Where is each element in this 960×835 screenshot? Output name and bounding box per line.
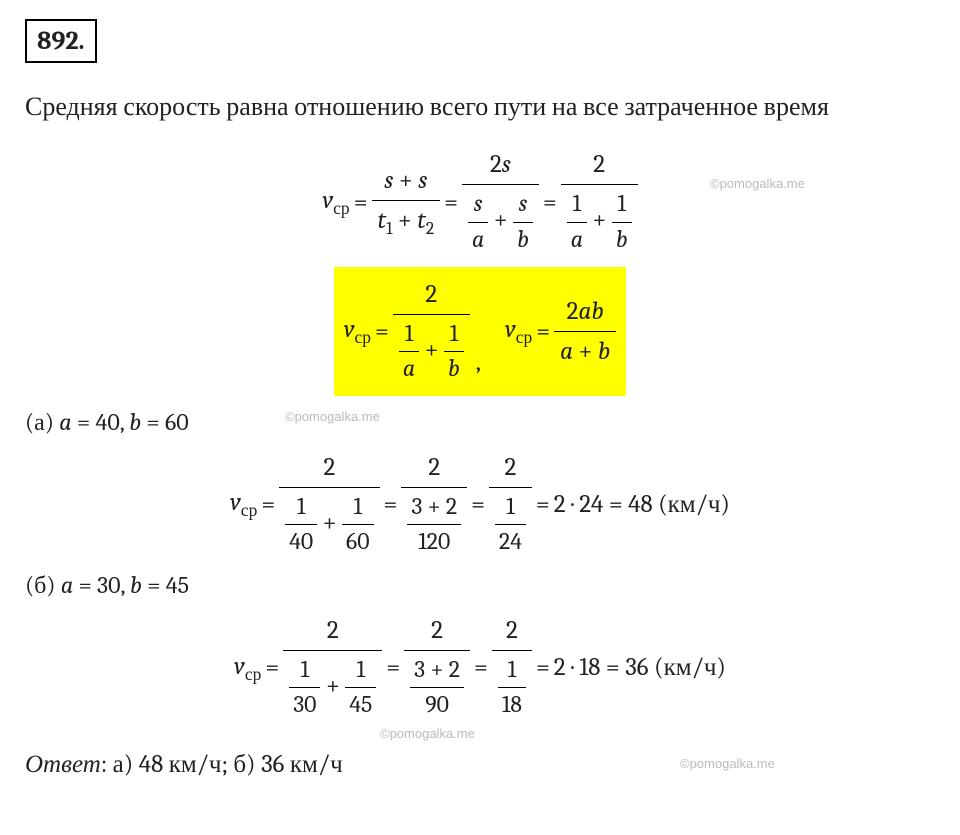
equals: = <box>543 185 557 220</box>
answer-line: Ответ: а) 48 км/ч; б) 36 км/ч <box>25 747 935 782</box>
watermark: ©pomogalka.me <box>680 755 775 773</box>
part-a-result: 2 · 24 = 48 (км/ч) <box>554 487 730 522</box>
watermark: ©pomogalka.me <box>380 725 475 743</box>
part-a-calculation: vср = 2 140 + 160 = 2 3 + 2120 = 2 124 =… <box>25 450 935 560</box>
equals: = <box>354 185 368 220</box>
watermark: ©pomogalka.me <box>710 175 805 193</box>
part-a-label: (а) a = 40, b = 60 <box>25 406 935 440</box>
watermark: ©pomogalka.me <box>285 408 380 426</box>
part-b-result: 2 · 18 = 36 (км/ч) <box>554 650 726 685</box>
highlighted-formulas: vср = 2 1a + 1b , vср = 2ab a + b <box>25 267 935 397</box>
equation-derivation: vср = s + s t1 + t2 = 2s sa + sb = 2 1a … <box>25 147 935 257</box>
problem-number: 892. <box>25 19 97 63</box>
equals: = <box>444 185 458 220</box>
answer-text: : а) 48 км/ч; б) 36 км/ч <box>101 750 343 779</box>
answer-label: Ответ <box>25 750 101 779</box>
v-subscript: ср <box>333 199 350 219</box>
part-b-calculation: vср = 2 130 + 145 = 2 3 + 290 = 2 118 = … <box>25 613 935 723</box>
intro-text: Средняя скорость равна отношению всего п… <box>25 88 935 127</box>
v-symbol: v <box>322 186 333 215</box>
part-b-label: (б) a = 30, b = 45 <box>25 569 935 603</box>
